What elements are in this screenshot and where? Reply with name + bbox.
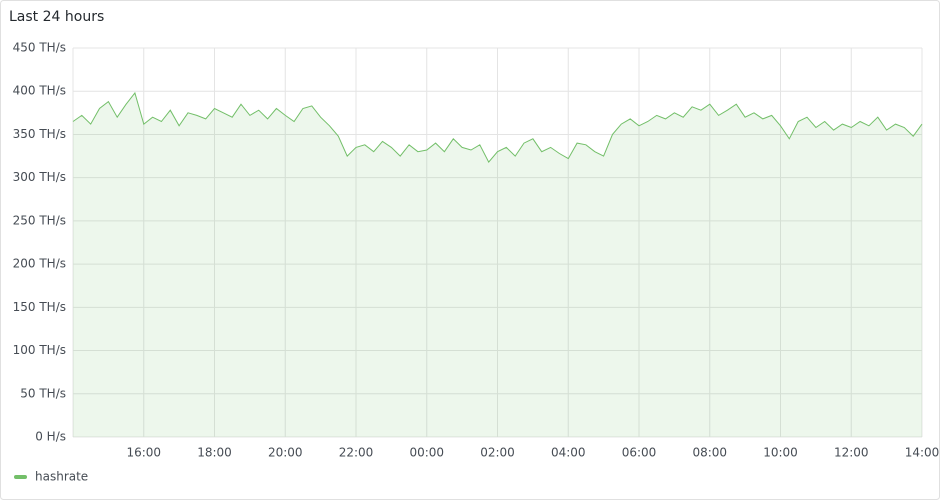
grid: 0 H/s 50 TH/s 100 TH/s 150 TH/s 200 TH/s 250 … xyxy=(13,41,940,460)
y-tick-label: 200 TH/s xyxy=(13,257,66,271)
y-tick-label: 450 TH/s xyxy=(13,41,66,55)
y-tick-label: 300 TH/s xyxy=(13,170,66,184)
y-tick-label: 350 TH/s xyxy=(13,127,66,141)
area xyxy=(73,93,922,437)
legend-label: hashrate xyxy=(35,470,88,484)
x-tick-label: 20:00 xyxy=(268,446,303,460)
y-tick-label: 100 TH/s xyxy=(13,343,66,357)
x-tick-label: 16:00 xyxy=(126,446,161,460)
y-tick-label: 50 TH/s xyxy=(20,386,66,400)
plot xyxy=(72,91,923,437)
x-tick-label: 12:00 xyxy=(834,446,869,460)
legend: hashrate xyxy=(14,470,88,484)
x-tick-label: 08:00 xyxy=(692,446,727,460)
x-tick-label: 04:00 xyxy=(551,446,586,460)
x-tick-label: 06:00 xyxy=(622,446,657,460)
x-tick-label: 14:00 xyxy=(905,446,940,460)
x-tick-label: 00:00 xyxy=(409,446,444,460)
panel-title: Last 24 hours xyxy=(9,9,104,25)
y-tick-label: 250 TH/s xyxy=(13,213,66,227)
x-tick-label: 22:00 xyxy=(339,446,374,460)
x-tick-label: 18:00 xyxy=(197,446,232,460)
x-tick-label: 02:00 xyxy=(480,446,515,460)
line xyxy=(72,91,923,163)
x-tick-label: 10:00 xyxy=(763,446,798,460)
legend-swatch xyxy=(14,475,27,479)
y-tick-label: 0 H/s xyxy=(35,430,66,444)
y-tick-label: 400 TH/s xyxy=(13,84,66,98)
y-tick-label: 150 TH/s xyxy=(13,300,66,314)
